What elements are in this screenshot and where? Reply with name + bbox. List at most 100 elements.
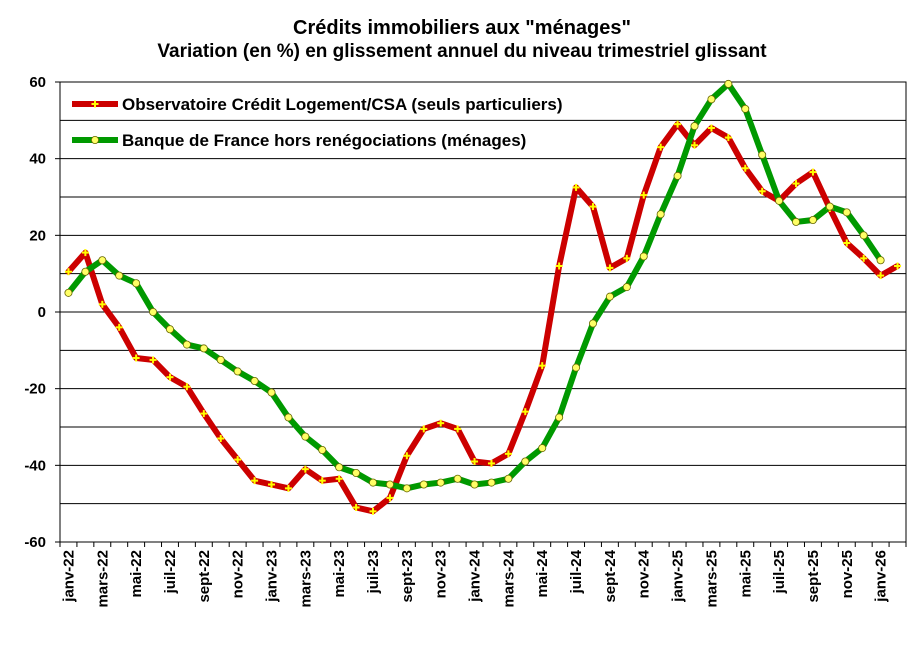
data-point-series-2 <box>402 484 411 493</box>
x-tick-label: janv-23 <box>264 550 281 603</box>
data-point-series-1 <box>758 187 766 195</box>
data-point-series-2 <box>385 480 394 489</box>
x-tick-label: mars-25 <box>703 550 720 608</box>
data-point-series-2 <box>369 478 378 487</box>
data-point-series-1 <box>741 164 749 172</box>
data-point-series-2 <box>64 288 73 297</box>
data-point-series-2 <box>741 104 750 113</box>
data-point-series-2 <box>335 463 344 472</box>
data-point-series-2 <box>284 413 293 422</box>
y-tick-label: 20 <box>29 227 46 244</box>
x-tick-label: mai-25 <box>737 550 754 598</box>
data-point-series-2 <box>436 478 445 487</box>
data-point-series-1 <box>352 504 360 511</box>
data-point-series-1 <box>166 373 174 381</box>
data-point-series-1 <box>487 459 495 467</box>
y-tick-label: -40 <box>24 457 46 474</box>
data-point-series-2 <box>859 231 868 240</box>
data-point-series-2 <box>352 468 361 477</box>
data-point-series-1 <box>183 383 191 391</box>
data-point-series-1 <box>589 203 597 211</box>
data-point-series-2 <box>588 319 597 328</box>
data-point-series-2 <box>216 355 225 364</box>
data-point-series-1 <box>521 408 529 416</box>
data-point-series-1 <box>251 477 259 485</box>
data-point-series-2 <box>792 217 801 226</box>
data-point-series-1 <box>538 362 546 370</box>
data-point-series-1 <box>606 264 614 272</box>
data-point-series-2 <box>876 256 885 265</box>
data-point-series-2 <box>673 171 682 180</box>
data-point-series-1 <box>894 262 902 270</box>
legend-label-2: Banque de France hors renégociations (mé… <box>122 131 526 150</box>
x-tick-label: janv-25 <box>670 550 687 603</box>
data-point-series-2 <box>267 388 276 397</box>
data-point-series-1 <box>386 494 394 502</box>
data-point-series-1 <box>504 450 512 458</box>
data-point-series-2 <box>250 376 259 385</box>
data-point-series-1 <box>115 323 123 331</box>
legend-marker-1 <box>91 100 99 108</box>
x-tick-label: nov-24 <box>636 549 653 598</box>
y-tick-label: 60 <box>29 74 46 91</box>
x-tick-label: sept-25 <box>805 550 822 603</box>
x-tick-label: sept-22 <box>196 550 213 603</box>
x-tick-label: mai-23 <box>331 550 348 598</box>
data-point-series-1 <box>691 141 698 149</box>
data-point-series-1 <box>843 239 851 247</box>
chart-subtitle: Variation (en %) en glissement annuel du… <box>157 41 767 62</box>
data-point-series-1 <box>420 425 428 433</box>
x-tick-label: juil-24 <box>568 549 585 594</box>
x-axis: janv-22 mars-22 mai-22 juil-22 sept-22 nov-22… <box>59 542 907 608</box>
x-tick-label: mai-24 <box>534 549 551 597</box>
data-point-series-1 <box>149 356 157 364</box>
data-point-series-2 <box>453 474 462 483</box>
data-point-series-2 <box>707 95 716 104</box>
data-point-series-1 <box>268 481 275 488</box>
data-point-series-2 <box>538 444 547 453</box>
data-point-series-1 <box>132 354 140 362</box>
data-point-series-2 <box>572 363 581 372</box>
data-point-series-2 <box>149 307 158 316</box>
data-point-series-2 <box>639 252 648 261</box>
data-point-series-1 <box>335 475 343 483</box>
x-tick-label: mars-23 <box>297 550 314 608</box>
data-point-series-2 <box>504 474 513 483</box>
data-point-series-2 <box>724 79 733 88</box>
x-tick-label: nov-23 <box>433 550 450 598</box>
data-point-series-2 <box>555 413 564 422</box>
data-point-series-1 <box>284 484 292 492</box>
data-point-series-1 <box>674 120 682 128</box>
data-point-series-1 <box>640 191 648 199</box>
x-tick-label: mars-22 <box>94 550 111 608</box>
legend-label-1: Observatoire Crédit Logement/CSA (seuls … <box>122 95 563 114</box>
data-point-series-2 <box>842 208 851 217</box>
x-tick-label: janv-26 <box>873 550 890 603</box>
data-point-series-1 <box>217 435 225 442</box>
data-point-series-2 <box>521 457 530 466</box>
chart-title: Crédits immobiliers aux "ménages" <box>293 17 631 39</box>
data-point-series-2 <box>318 445 327 454</box>
data-point-series-1 <box>301 465 309 473</box>
data-point-series-2 <box>182 340 191 349</box>
data-point-series-1 <box>792 180 800 188</box>
y-axis: 60 40 20 0 -20 -40 -60 <box>24 74 60 551</box>
data-point-series-1 <box>555 262 563 270</box>
data-point-series-2 <box>98 256 107 265</box>
x-tick-label: sept-24 <box>602 549 619 602</box>
data-point-series-1 <box>98 300 106 308</box>
data-point-series-2 <box>758 150 767 159</box>
data-point-series-1 <box>403 452 411 460</box>
data-point-series-2 <box>81 267 90 276</box>
data-point-series-2 <box>605 292 614 301</box>
data-point-series-1 <box>572 183 580 191</box>
data-point-series-1 <box>81 249 89 257</box>
data-point-series-2 <box>233 367 242 376</box>
y-tick-label: -20 <box>24 381 46 398</box>
x-tick-label: juil-23 <box>365 550 382 594</box>
data-point-series-1 <box>860 254 868 262</box>
data-point-series-2 <box>656 210 665 219</box>
data-point-series-2 <box>165 325 174 334</box>
data-point-series-1 <box>234 456 242 464</box>
x-tick-label: janv-22 <box>60 550 77 603</box>
